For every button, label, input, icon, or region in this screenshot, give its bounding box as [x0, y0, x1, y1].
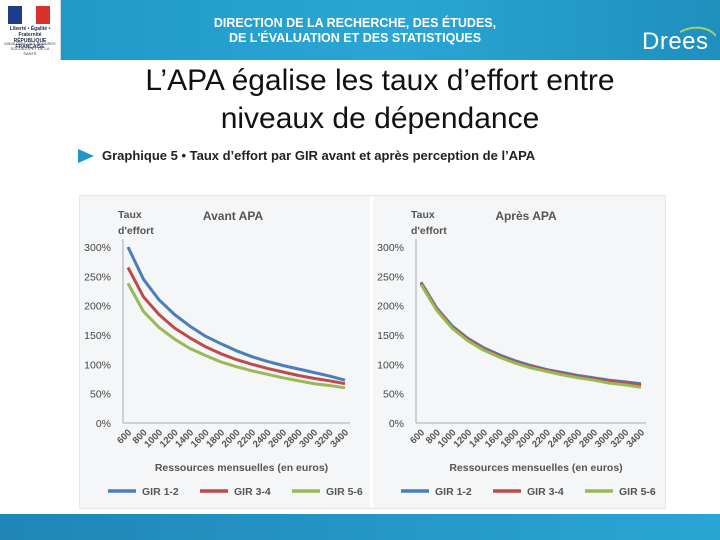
chart-caption-text: Graphique 5 • Taux d’effort par GIR avan…: [102, 148, 536, 163]
charts-svg: 300% 250% 200% 150% 100% 50% 0% Taux d'effort Ava…: [80, 196, 665, 508]
footer-bar: [0, 514, 720, 540]
header-title: DIRECTION DE LA RECHERCHE, DES ÉTUDES, D…: [190, 16, 520, 46]
legend-label: GIR 1-2: [435, 486, 472, 498]
logo-ministry: MINISTÈRE DES AFFAIRES SOCIALES ET DE LA…: [4, 41, 56, 56]
y-tick-label: 250%: [377, 271, 404, 283]
y-tick-label: 150%: [377, 330, 404, 342]
header-title-line2: DE L'ÉVALUATION ET DES STATISTIQUES: [228, 31, 482, 45]
y-tick-label: 0%: [389, 418, 404, 430]
y-tick-label: 100%: [377, 359, 404, 371]
flag-icon: [8, 6, 50, 24]
y-tick-label: 300%: [84, 242, 111, 254]
header-bar: Liberté • Égalité • Fraternité RÉPUBLIQU…: [0, 0, 720, 60]
series-line-2: [126, 266, 346, 386]
logo-motto: Liberté • Égalité • Fraternité: [9, 26, 51, 38]
y-tick-label: 50%: [383, 389, 404, 401]
legend-label: GIR 3-4: [234, 486, 271, 498]
logo-republique: RÉPUBLIQUE FRANÇAISE: [13, 38, 47, 50]
y-tick-label: 300%: [377, 242, 404, 254]
chart-title: Avant APA: [203, 209, 264, 223]
slide-title-line2: niveaux de dépendance: [220, 102, 540, 135]
chart-frame: 300% 250% 200% 150% 100% 50% 0% Taux d'effort Ava…: [80, 196, 665, 508]
y-tick-label: 200%: [84, 301, 111, 313]
arrow-bullet-icon: [78, 148, 94, 163]
y-axis-label: d'effort: [118, 225, 154, 237]
y-axis-label: Taux: [118, 209, 142, 221]
header-title-line1: DIRECTION DE LA RECHERCHE, DES ÉTUDES,: [213, 16, 497, 30]
series-line-1: [126, 246, 346, 382]
y-tick-label: 50%: [90, 389, 111, 401]
chart-caption: Graphique 5 • Taux d’effort par GIR avan…: [78, 148, 535, 163]
x-axis-label: Ressources mensuelles (en euros): [155, 462, 328, 474]
republique-logo: Liberté • Égalité • Fraternité RÉPUBLIQU…: [0, 0, 61, 60]
legend-label: GIR 3-4: [527, 486, 564, 498]
logo-text: Liberté • Égalité • Fraternité RÉPUBLIQU…: [4, 26, 56, 50]
x-axis-label: Ressources mensuelles (en euros): [449, 462, 622, 474]
legend-label: GIR 5-6: [619, 486, 656, 498]
drees-swoosh-icon: [679, 26, 716, 37]
y-tick-label: 0%: [96, 418, 111, 430]
series-line-3: [126, 282, 346, 390]
y-axis-label: d'effort: [411, 225, 447, 237]
slide-title-line1: L’APA égalise les taux d’effort entre: [145, 64, 615, 97]
series-line-3: [419, 283, 642, 389]
chart-panel-2: 300% 250% 200% 150% 100% 50% 0% Taux d'effort Apr…: [373, 196, 665, 508]
slide-title: L’APA égalise les taux d’effort entre ni…: [80, 62, 680, 138]
y-tick-label: 200%: [377, 301, 404, 313]
y-axis-label: Taux: [411, 209, 435, 221]
drees-logo: Drees: [642, 28, 709, 55]
chart-panel-1: 300% 250% 200% 150% 100% 50% 0% Taux d'effort Ava…: [80, 196, 370, 508]
y-tick-label: 150%: [84, 330, 111, 342]
panel-background: [373, 196, 665, 508]
chart-title: Après APA: [495, 209, 557, 223]
legend-label: GIR 5-6: [326, 486, 363, 498]
y-tick-label: 250%: [84, 271, 111, 283]
legend-label: GIR 1-2: [142, 486, 179, 498]
y-tick-label: 100%: [84, 359, 111, 371]
